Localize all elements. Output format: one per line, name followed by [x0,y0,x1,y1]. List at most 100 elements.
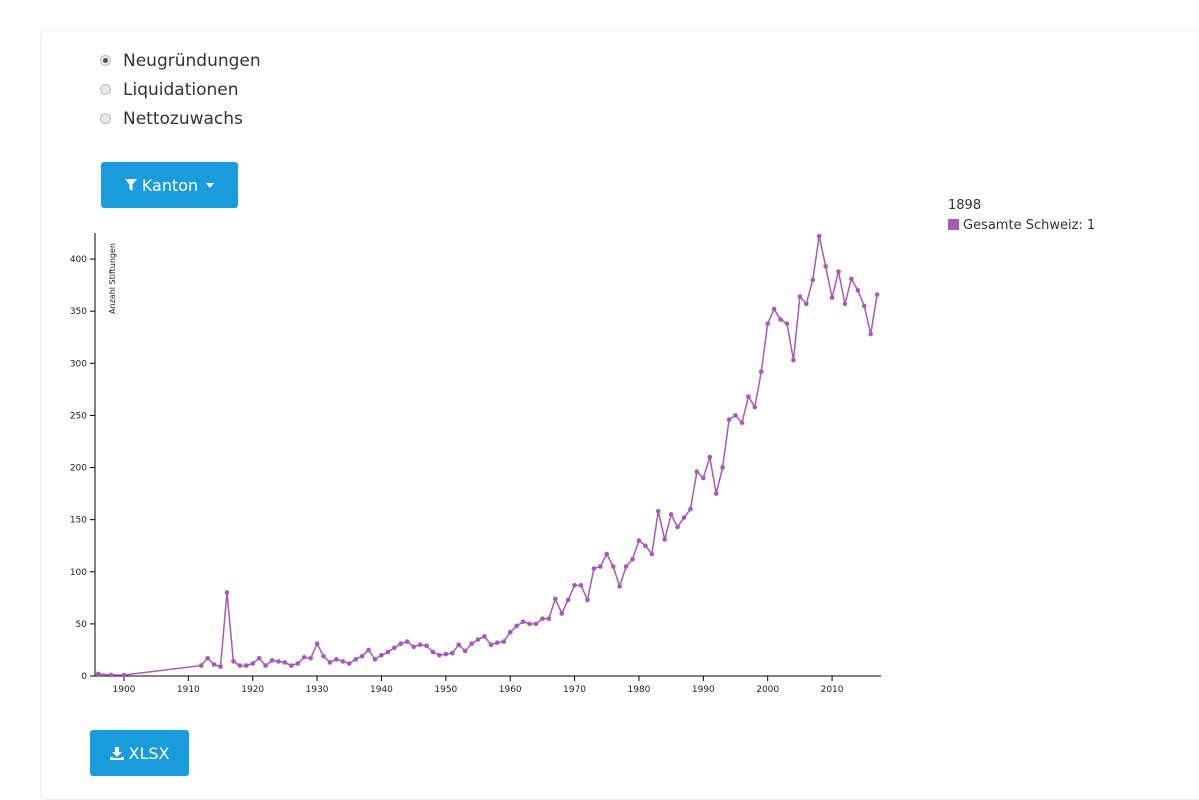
point [482,634,487,639]
radio-option[interactable]: Liquidationen [100,75,261,104]
point [572,583,577,588]
point [359,653,365,659]
point [289,663,294,668]
point [810,277,816,283]
point [95,671,101,677]
point [701,475,706,481]
point [591,566,597,571]
radio-group: Neugründungen Liquidationen Nettozuwachs [100,46,261,133]
x-tick-label: 1910 [177,685,200,695]
x-tick-label: 2010 [821,685,844,695]
point [797,294,803,299]
point [668,512,674,517]
x-tick-label: 1960 [499,685,522,695]
radio-label: Liquidationen [123,79,239,100]
point [791,357,796,363]
radio-label: Neugründungen [123,50,261,71]
point [205,655,210,661]
point [662,537,668,542]
point [308,655,313,661]
point [198,663,204,668]
y-tick-label: 300 [70,359,87,369]
point [449,650,455,656]
point [256,655,262,661]
point [617,584,622,589]
point [784,321,790,326]
x-tick-label: 1930 [306,685,329,695]
point [636,538,642,543]
point [250,661,256,666]
point [720,465,725,470]
y-tick-label: 100 [70,568,87,578]
point [469,641,474,646]
y-tick-label: 400 [70,255,87,265]
point [694,469,700,474]
download-label: XLSX [128,743,170,763]
point [121,672,127,678]
point [379,652,384,658]
page: {"controls": {"options": ["Neugründungen… [40,30,1199,800]
point [514,623,519,629]
point [688,506,693,512]
point [456,642,462,648]
point [681,515,687,520]
point [462,648,468,654]
point [707,454,713,460]
legend-swatch [948,219,959,230]
point [855,288,861,293]
point [301,654,307,660]
point [713,491,719,496]
point [565,597,571,603]
point [546,616,552,621]
point [392,645,397,651]
point [533,621,539,627]
point [758,369,764,374]
point [385,649,391,655]
x-tick-label: 1990 [692,685,715,695]
point [353,657,359,662]
point [804,301,809,307]
point [224,590,230,595]
point [630,556,635,562]
hover-legend: 1898 Gesamte Schweiz: 1 [948,198,1095,233]
point [327,660,333,665]
y-tick-label: 150 [70,516,87,526]
radio-option[interactable]: Nettozuwachs [100,104,261,133]
y-axis-label: Anzahl Stiftungen [108,243,117,314]
point [340,659,346,664]
radio-option[interactable]: Neugründungen [100,46,261,75]
point [778,317,783,322]
x-tick-label: 1970 [563,685,586,695]
point [437,652,442,658]
point [829,295,835,300]
filter-button[interactable]: Kanton [101,162,238,208]
x-tick-label: 1940 [370,685,393,695]
point [282,660,288,665]
point [578,583,584,588]
point [836,269,841,274]
y-tick-label: 350 [70,307,87,317]
y-tick-label: 0 [81,672,87,682]
point [585,597,590,603]
y-tick-label: 50 [76,620,88,630]
point [218,664,223,669]
point [746,394,751,399]
point [211,662,217,667]
point [598,564,603,569]
x-tick-label: 1900 [113,685,136,695]
point [610,564,616,569]
point [501,639,507,644]
radio-button [100,55,111,66]
point [552,596,558,602]
point [868,331,874,337]
filter-label: Kanton [141,175,199,195]
point [816,233,822,239]
chart: 0 50 100 150 200 250 300 350 400 1900 1910 1920 1930… [70,233,881,695]
download-button[interactable]: XLSX [90,730,189,776]
point [733,413,738,418]
point [527,621,532,627]
point [623,564,629,569]
x-tick-label: 1920 [241,685,264,695]
point [765,321,771,326]
point [263,663,268,668]
